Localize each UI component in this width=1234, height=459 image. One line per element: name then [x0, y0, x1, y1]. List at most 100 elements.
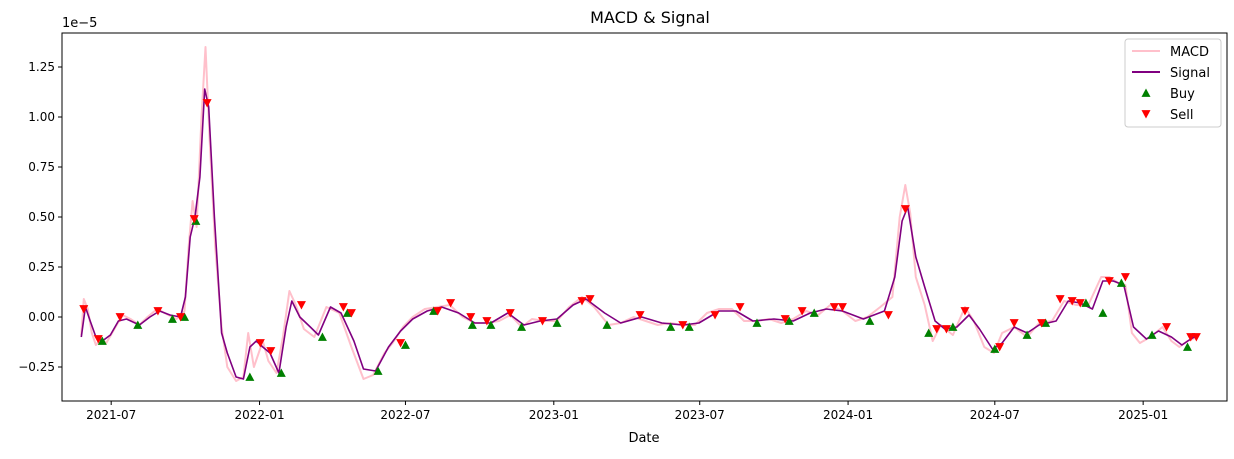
sell-marker: [433, 307, 443, 316]
y-tick-label: 1.25: [28, 60, 55, 74]
buy-marker: [1081, 298, 1091, 307]
buy-marker: [1116, 278, 1126, 287]
sell-marker: [266, 347, 276, 356]
y-tick-label: 0.75: [28, 160, 55, 174]
x-axis: 2021-07 2022-01 2022-07 2023-01 2023-07 2024-…: [86, 401, 1168, 422]
macd-line: [80, 46, 1199, 382]
y-axis-offset-text: 1e−5: [62, 16, 97, 31]
sell-marker: [93, 335, 103, 344]
y-axis: −0.25 0.00 0.25 0.50 0.75 1.00 1.25: [18, 60, 62, 374]
legend-sell-label: Sell: [1170, 108, 1193, 123]
buy-marker: [1041, 318, 1051, 327]
buy-marker: [429, 306, 439, 315]
sell-marker: [1055, 295, 1065, 304]
chart-title: MACD & Signal: [590, 8, 710, 27]
sell-marker: [346, 309, 356, 318]
sell-marker: [941, 325, 951, 334]
buy-marker: [752, 318, 762, 327]
sell-marker: [396, 339, 406, 348]
buy-marker: [948, 322, 958, 331]
sell-marker: [1120, 273, 1130, 282]
sell-marker: [932, 325, 942, 334]
sell-marker: [1067, 297, 1077, 306]
legend-buy-swatch: [1141, 88, 1151, 97]
x-tick-label: 2021-07: [86, 408, 136, 422]
x-tick-label: 2024-01: [823, 408, 873, 422]
sell-marker: [1191, 333, 1201, 342]
y-tick-label: 0.50: [28, 210, 55, 224]
buy-marker: [342, 308, 352, 317]
buy-marker: [245, 372, 255, 381]
buy-marker: [467, 320, 477, 329]
x-tick-label: 2024-07: [970, 408, 1020, 422]
buy-marker: [924, 328, 934, 337]
buy-marker: [666, 322, 676, 331]
sell-marker: [780, 315, 790, 324]
buy-marker: [1098, 308, 1108, 317]
buy-marker: [1182, 342, 1192, 351]
buy-marker: [517, 322, 527, 331]
sell-marker: [735, 303, 745, 312]
sell-marker: [883, 311, 893, 320]
sell-marker: [1104, 277, 1114, 286]
buy-marker: [373, 366, 383, 375]
sell-marker: [960, 307, 970, 316]
sell-marker: [153, 307, 163, 316]
x-tick-label: 2023-01: [529, 408, 579, 422]
y-tick-label: 1.00: [28, 110, 55, 124]
buy-marker: [809, 308, 819, 317]
sell-marker: [797, 307, 807, 316]
buy-marker: [400, 340, 410, 349]
sell-marker: [900, 205, 910, 214]
sell-marker: [505, 309, 515, 318]
buy-marker: [865, 316, 875, 325]
sell-marker: [538, 317, 548, 326]
legend-signal-label: Signal: [1170, 66, 1210, 81]
sell-marker: [446, 299, 456, 308]
sell-marker: [338, 303, 348, 312]
sell-marker: [995, 343, 1005, 352]
sell-marker: [1162, 323, 1172, 332]
sell-marker: [79, 305, 89, 314]
legend-sell-swatch: [1141, 110, 1151, 119]
signal-line: [80, 88, 1199, 380]
sell-marker: [829, 303, 839, 312]
buy-marker: [1147, 330, 1157, 339]
x-tick-label: 2022-01: [234, 408, 284, 422]
x-tick-label: 2025-01: [1118, 408, 1168, 422]
buy-marker: [486, 320, 496, 329]
sell-marker: [678, 321, 688, 330]
buy-marker: [167, 314, 177, 323]
legend-box: [1124, 38, 1222, 128]
sell-marker: [710, 311, 720, 320]
plot-frame: [61, 32, 1228, 402]
sell-marker: [255, 339, 265, 348]
sell-marker: [189, 215, 199, 224]
sell-marker: [176, 313, 186, 322]
sell-marker: [466, 313, 476, 322]
buy-marker: [684, 322, 694, 331]
buy-marker: [133, 320, 143, 329]
sell-marker: [1037, 319, 1047, 328]
legend-buy-label: Buy: [1170, 87, 1195, 102]
sell-marker: [115, 313, 125, 322]
buy-marker: [317, 332, 327, 341]
y-tick-label: −0.25: [18, 360, 55, 374]
buy-marker: [1022, 330, 1032, 339]
sell-marker: [635, 311, 645, 320]
buy-marker: [552, 318, 562, 327]
buy-marker: [784, 316, 794, 325]
x-axis-label: Date: [628, 431, 659, 446]
sell-marker: [482, 317, 492, 326]
buy-marker: [97, 336, 107, 345]
buy-marker: [191, 216, 201, 225]
buy-marker: [180, 312, 190, 321]
x-tick-label: 2022-07: [380, 408, 430, 422]
x-tick-label: 2023-07: [675, 408, 725, 422]
buy-marker: [602, 320, 612, 329]
buy-marker: [990, 344, 1000, 353]
sell-marker: [1186, 333, 1196, 342]
sell-marker: [296, 301, 306, 310]
